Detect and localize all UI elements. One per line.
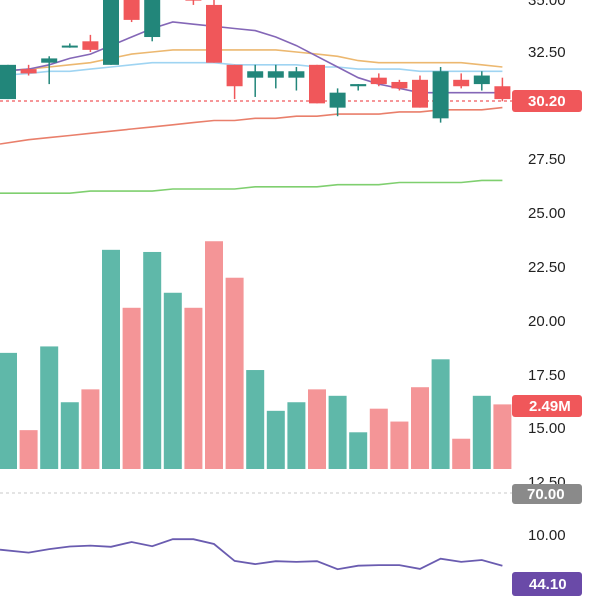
price-tick: 25.00	[528, 205, 566, 222]
ma-mid-line	[0, 49, 503, 73]
volume-bar	[81, 389, 100, 469]
rsi-panel: 70.00 10.00 44.10	[0, 484, 582, 596]
ma-long-line	[0, 61, 503, 77]
volume-bar	[411, 387, 429, 469]
price-tick: 27.50	[528, 151, 566, 168]
candle-body	[432, 71, 449, 119]
volume-axis: 22.50 20.00 17.50 15.00 12.50	[528, 259, 566, 491]
candle-body	[473, 75, 490, 85]
volume-bar	[205, 241, 223, 469]
volume-bar	[452, 438, 471, 469]
volume-bar	[472, 395, 491, 469]
price-axis: 35.00 32.50 27.50 25.00	[528, 0, 566, 222]
candle-body	[82, 41, 99, 50]
candle-body	[370, 77, 387, 85]
volume-bar	[328, 395, 347, 469]
candle-body	[103, 0, 119, 65]
volume-tick: 22.50	[528, 259, 566, 276]
volume-bar	[246, 370, 265, 469]
candle-body	[309, 64, 325, 104]
volume-tick: 20.00	[528, 313, 566, 330]
volume-bar	[266, 410, 285, 469]
volume-tick: 15.00	[528, 420, 566, 437]
volume-bar	[122, 307, 141, 469]
candle-body	[350, 84, 367, 87]
volume-bar	[19, 430, 38, 469]
price-panel: 35.00 32.50 27.50 25.00 30.20	[0, 0, 582, 222]
candle-body	[20, 69, 37, 74]
volume-bar	[308, 389, 326, 469]
ma-green-line	[0, 179, 503, 194]
candle-body	[453, 79, 470, 87]
candle-body	[288, 71, 305, 78]
volume-panel: 22.50 20.00 17.50 15.00 12.50 2.49M	[0, 241, 582, 491]
ma-red-line	[0, 106, 503, 145]
rsi-badge: 44.10	[512, 572, 582, 596]
volume-bar	[349, 432, 368, 469]
volume-badge: 2.49M	[512, 395, 582, 417]
volume-bar	[369, 408, 388, 469]
svg-text:44.10: 44.10	[529, 576, 567, 593]
candle-body	[267, 71, 284, 78]
rsi-tick: 10.00	[528, 527, 566, 544]
candle-body	[61, 45, 78, 48]
price-tick: 32.50	[528, 44, 566, 61]
candle-body	[494, 86, 511, 100]
volume-tick: 17.50	[528, 367, 566, 384]
candle-body	[329, 92, 346, 108]
overbought-badge: 70.00	[512, 484, 582, 504]
volume-bar	[40, 346, 59, 469]
volume-bar	[60, 402, 79, 469]
svg-text:70.00: 70.00	[527, 486, 565, 503]
volume-bar	[287, 402, 306, 469]
volume-bar	[0, 352, 17, 469]
last-price-badge: 30.20	[512, 90, 582, 112]
candle-body	[0, 64, 16, 100]
candle-body	[123, 0, 140, 20]
candle-body	[226, 64, 243, 87]
rsi-line	[0, 538, 503, 571]
volume-bar	[102, 249, 120, 469]
candle-body	[391, 81, 408, 89]
candle-body	[412, 79, 428, 108]
candle-body	[41, 58, 58, 63]
svg-text:30.20: 30.20	[528, 93, 566, 110]
volume-bar	[163, 292, 182, 469]
svg-text:2.49M: 2.49M	[529, 398, 571, 415]
candle-body	[144, 0, 161, 38]
candle-body	[206, 4, 222, 63]
volume-bar	[431, 359, 450, 469]
volume-bar	[493, 404, 512, 469]
candle-body	[247, 71, 264, 78]
volume-bar	[390, 421, 409, 469]
volume-bar	[184, 307, 203, 469]
candle-body	[185, 0, 202, 1]
volume-bar	[225, 277, 244, 469]
price-tick: 35.00	[528, 0, 566, 9]
volume-bar	[143, 251, 162, 469]
